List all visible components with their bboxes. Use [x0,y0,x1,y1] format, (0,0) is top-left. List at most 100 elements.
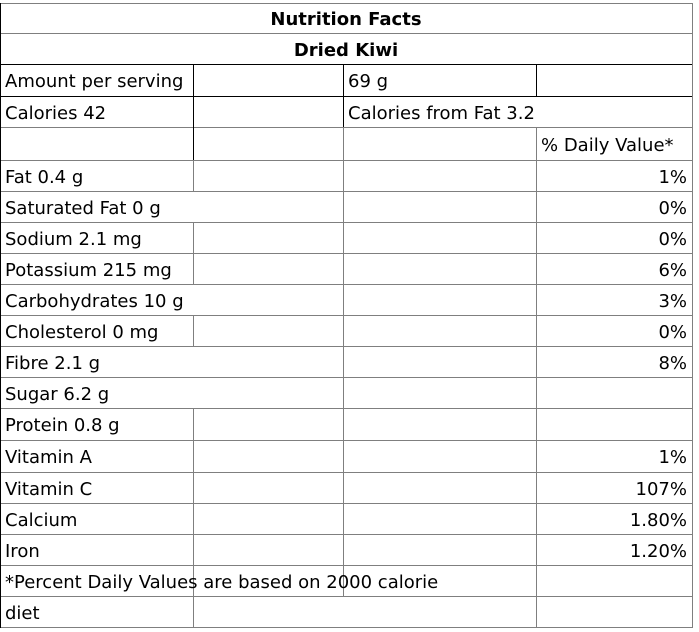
daily-value-header: % Daily Value* [541,135,674,156]
table-subtitle: Dried Kiwi [293,40,399,61]
col-border-b-13 [343,408,344,441]
col-border-b-3 [343,96,344,128]
col-border-c-6 [536,191,537,223]
col-border-a-10 [193,315,194,347]
col-border-b-18 [343,565,344,597]
serving-label: Amount per serving [5,71,184,92]
col-border-a-8 [193,253,194,285]
nutrient-label-2: Sodium 2.1 mg [5,229,142,250]
col-border-a-19 [193,596,194,628]
nutrient-dv-6: 8% [658,353,687,374]
row-border-2 [0,64,693,65]
nutrient-dv-11: 1.80% [629,510,687,531]
nutrient-dv-4: 3% [658,291,687,312]
nutrient-dv-0: 1% [658,167,687,188]
col-border-c-2 [536,64,537,97]
col-border-a-14 [193,440,194,473]
col-border-c-8 [536,253,537,285]
col-border-a-15 [193,472,194,504]
col-border-c-12 [536,377,537,409]
nutrient-dv-3: 6% [658,260,687,281]
row-border-0 [0,3,693,4]
col-border-b-2 [343,64,344,97]
nutrient-label-11: Calcium [5,510,78,531]
col-border-b-10 [343,315,344,347]
col-border-a-7 [193,222,194,254]
col-border-c-18 [536,565,537,597]
nutrient-label-8: Protein 0.8 g [5,415,120,436]
col-border-b-4 [343,127,344,161]
col-border-c-16 [536,503,537,535]
row-border-10 [0,315,693,316]
calories-label: Calories 42 [5,103,107,124]
col-border-b-12 [343,377,344,409]
col-border-a-3 [193,96,194,128]
col-border-right [692,3,693,628]
col-border-c-15 [536,472,537,504]
nutrient-dv-9: 1% [658,447,687,468]
row-border-1 [0,33,693,34]
row-border-19 [0,596,693,597]
row-border-14 [0,440,693,441]
nutrient-label-1: Saturated Fat 0 g [5,198,161,219]
col-border-a-13 [193,408,194,441]
col-border-a-5 [193,160,194,192]
col-border-c-9 [536,284,537,316]
col-border-a-18 [193,565,194,597]
col-border-c-10 [536,315,537,347]
nutrient-dv-2: 0% [658,229,687,250]
nutrient-label-4: Carbohydrates 10 g [5,291,184,312]
nutrient-label-0: Fat 0.4 g [5,167,84,188]
nutrient-dv-5: 0% [658,322,687,343]
serving-value: 69 g [348,71,389,92]
col-border-b-7 [343,222,344,254]
col-border-c-13 [536,408,537,441]
col-border-c-5 [536,160,537,192]
row-border-18 [0,565,693,566]
row-border-13 [0,408,693,409]
row-border-7 [0,222,693,223]
nutrient-label-9: Vitamin A [5,447,92,468]
nutrient-label-7: Sugar 6.2 g [5,384,110,405]
row-border-6 [0,191,693,192]
nutrient-dv-1: 0% [658,198,687,219]
col-border-b-9 [343,284,344,316]
col-border-a-17 [193,534,194,566]
row-border-8 [0,253,693,254]
footnote-line1: *Percent Daily Values are based on 2000 … [5,572,439,593]
row-border-12 [0,377,693,378]
row-border-4 [0,127,693,128]
col-border-b-6 [343,191,344,223]
col-border-c-4 [536,127,537,161]
row-border-3 [0,96,693,97]
col-border-b-8 [343,253,344,285]
row-border-17 [0,534,693,535]
col-border-b-11 [343,346,344,378]
nutrient-label-6: Fibre 2.1 g [5,353,101,374]
col-border-c-14 [536,440,537,473]
col-border-left [0,3,1,628]
col-border-c-17 [536,534,537,566]
nutrient-label-5: Cholesterol 0 mg [5,322,159,343]
nutrient-dv-12: 1.20% [629,541,687,562]
col-border-b-15 [343,472,344,504]
footnote-line2: diet [5,603,40,624]
nutrient-label-3: Potassium 215 mg [5,260,172,281]
row-border-16 [0,503,693,504]
row-border-20 [0,627,693,628]
nutrient-label-10: Vitamin C [5,479,93,500]
col-border-a-4 [193,127,194,161]
table-title: Nutrition Facts [270,9,422,30]
col-border-a-16 [193,503,194,535]
row-border-5 [0,160,693,161]
col-border-c-19 [536,596,537,628]
col-border-c-11 [536,346,537,378]
col-border-c-7 [536,222,537,254]
nutrient-label-12: Iron [5,541,40,562]
col-border-a-2 [193,64,194,97]
calories-from-fat: Calories from Fat 3.2 [348,103,535,124]
row-border-9 [0,284,693,285]
row-border-15 [0,472,693,473]
col-border-b-14 [343,440,344,473]
